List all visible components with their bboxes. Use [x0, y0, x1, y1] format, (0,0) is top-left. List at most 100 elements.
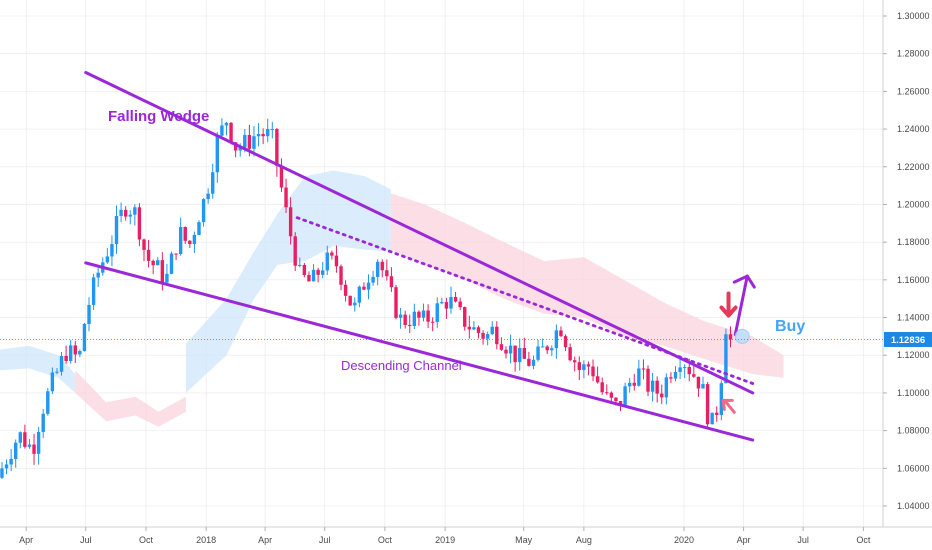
- candle-body: [623, 386, 627, 406]
- candle-body: [605, 392, 609, 394]
- wedge-lower-line: [84, 261, 755, 442]
- candle-body: [91, 277, 96, 305]
- candle-body: [426, 310, 430, 322]
- ichimoku-cloud: [0, 170, 784, 427]
- candle-body: [59, 355, 64, 372]
- candle-body: [655, 380, 659, 394]
- candle-body: [371, 276, 375, 283]
- candle-body: [279, 165, 284, 188]
- candle-body: [444, 302, 449, 309]
- candle-body: [270, 129, 274, 131]
- candle-body: [609, 392, 614, 398]
- candle-body: [137, 207, 142, 240]
- candle-body: [394, 287, 398, 318]
- candle-body: [302, 264, 307, 276]
- candle-body: [311, 269, 316, 282]
- candle-body: [293, 236, 297, 266]
- y-tick-label: 1.08000: [897, 426, 930, 436]
- y-tick-label: 1.14000: [897, 313, 930, 323]
- candle-body: [715, 412, 719, 415]
- candle-body: [660, 393, 664, 398]
- candle-body: [348, 295, 352, 306]
- x-tick-label: 2018: [196, 535, 216, 545]
- candle-body: [165, 273, 169, 283]
- descending-channel-label: Descending Channel: [341, 358, 462, 373]
- candle-body: [114, 215, 119, 245]
- candle-body: [82, 323, 87, 352]
- pattern-lines: [84, 71, 755, 442]
- breakout-arrow-icon: [723, 399, 736, 414]
- candle-body: [224, 122, 229, 126]
- candle-body: [449, 296, 453, 309]
- candle-body: [573, 360, 577, 363]
- candle-body: [669, 377, 673, 379]
- candle-body: [128, 214, 132, 217]
- candle-body: [440, 302, 444, 304]
- candle-body: [408, 324, 412, 326]
- candle-body: [403, 314, 407, 325]
- candle-body: [36, 431, 41, 454]
- candle-body: [27, 444, 32, 447]
- candle-body: [600, 382, 604, 393]
- candle-body: [527, 358, 531, 366]
- x-tick-label: Jul: [319, 535, 331, 545]
- candle-body: [682, 366, 687, 368]
- markers: [719, 274, 756, 414]
- candle-body: [710, 412, 714, 425]
- candle-body: [174, 253, 178, 255]
- target-arrow-head-icon: [732, 274, 756, 289]
- candle-body: [325, 252, 329, 271]
- candle-body: [252, 136, 256, 149]
- candle-body: [41, 413, 45, 432]
- x-tick-label: Oct: [378, 535, 393, 545]
- candle-body: [582, 364, 586, 370]
- candle-body: [215, 135, 220, 173]
- x-tick-label: Oct: [139, 535, 154, 545]
- y-tick-label: 1.06000: [897, 463, 930, 473]
- candle-body: [284, 187, 288, 208]
- y-tick-label: 1.30000: [897, 11, 930, 21]
- candle-body: [728, 334, 733, 340]
- x-tick-label: Jul: [80, 535, 92, 545]
- candle-body: [673, 372, 678, 379]
- candle-body: [133, 207, 137, 215]
- candle-body: [504, 349, 508, 354]
- x-tick-label: Aug: [576, 535, 592, 545]
- candle-body: [362, 286, 366, 290]
- candle-body: [4, 464, 9, 469]
- candle-body: [554, 330, 559, 349]
- candle-body: [188, 240, 192, 245]
- candle-body: [724, 334, 728, 384]
- candle-body: [536, 346, 540, 360]
- candle-body: [183, 227, 187, 241]
- candle-body: [339, 266, 343, 285]
- candle-body: [298, 264, 302, 266]
- candle-body: [380, 261, 384, 271]
- candle-body: [261, 133, 265, 137]
- candle-body: [206, 193, 210, 200]
- candle-body: [78, 351, 82, 355]
- candle-body: [343, 284, 348, 296]
- candle-body: [334, 255, 339, 267]
- candle-body: [243, 134, 247, 148]
- candle-body: [687, 366, 691, 375]
- candle-body: [220, 125, 224, 136]
- y-tick-label: 1.12000: [897, 350, 930, 360]
- candle-body: [531, 359, 536, 366]
- candle-body: [696, 376, 701, 389]
- candle-body: [664, 377, 669, 398]
- breakout-arrow-head-icon: [721, 398, 734, 411]
- time-axis[interactable]: Apr Jul Oct 2018 Apr Jul Oct 2019 May Aug 2020 Apr J…: [19, 527, 871, 545]
- candle-body: [678, 367, 682, 373]
- candle-body: [55, 371, 59, 373]
- candle-body: [105, 256, 110, 263]
- x-tick-label: May: [515, 535, 533, 545]
- x-tick-label: 2019: [435, 535, 455, 545]
- price-axis[interactable]: 1.04000 1.06000 1.08000 1.10000 1.12000 1.140…: [883, 11, 930, 511]
- candle-body: [472, 327, 476, 330]
- candle-body: [146, 249, 151, 261]
- candle-body: [637, 368, 641, 386]
- x-tick-label: Apr: [19, 535, 33, 545]
